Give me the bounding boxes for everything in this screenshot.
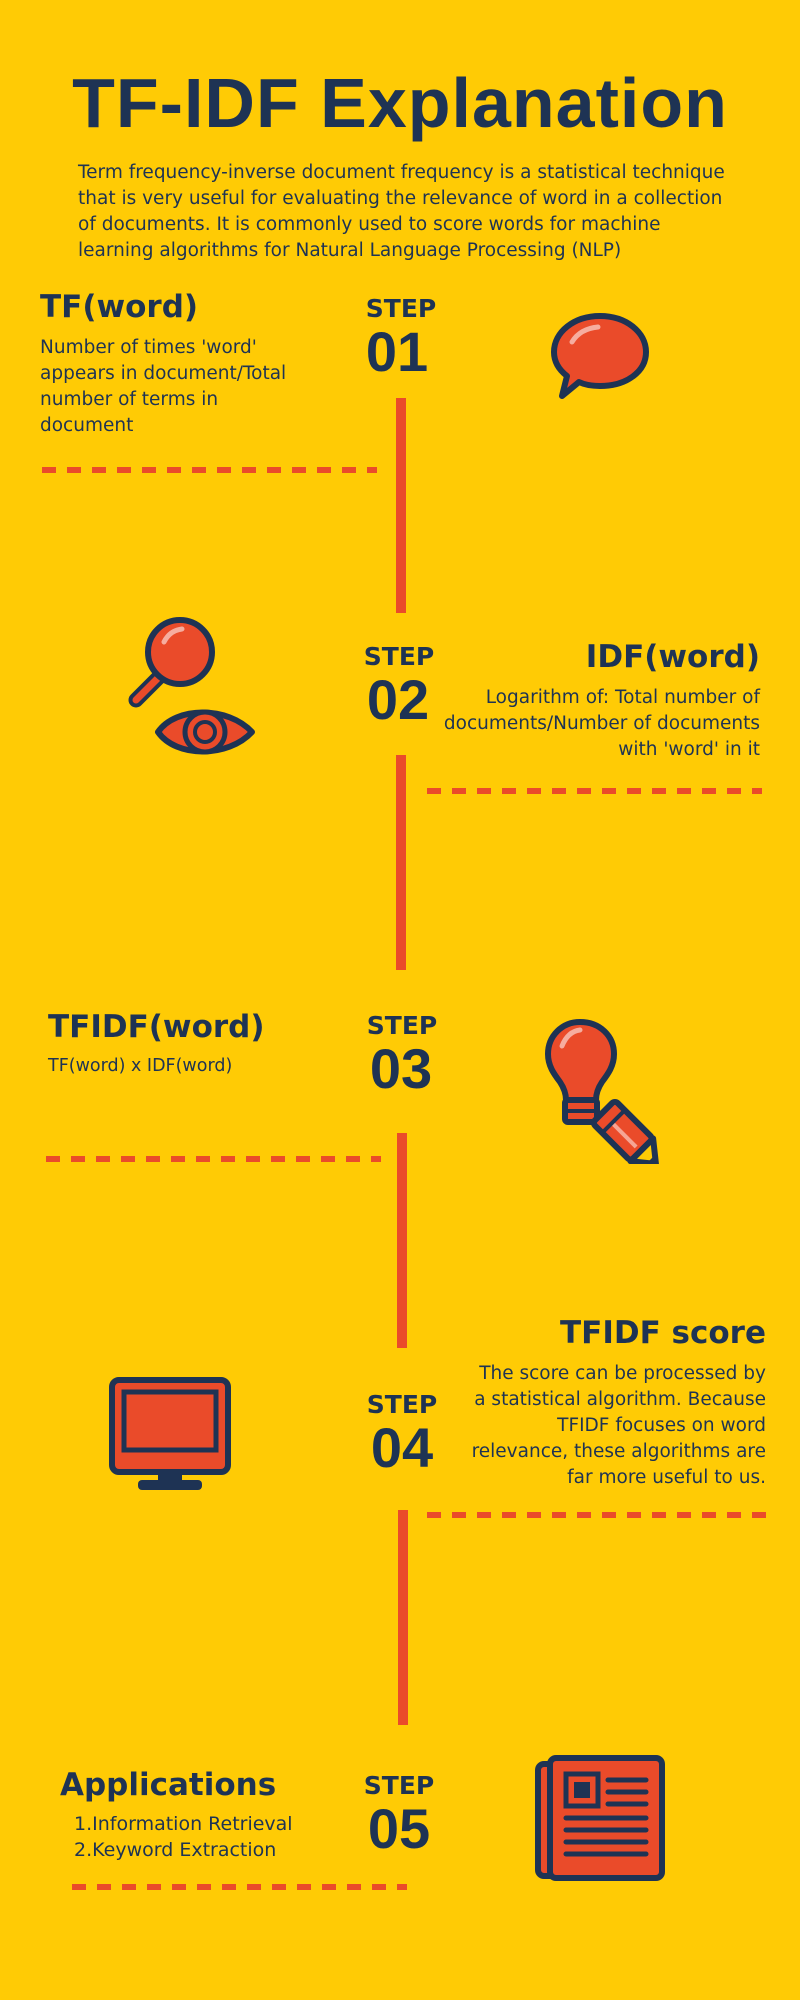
step-02-text: IDF(word) Logarithm of: Total number of …	[440, 642, 760, 763]
timeline-segment-4	[398, 1510, 408, 1725]
step-02-number: 02	[366, 668, 430, 731]
step-01-text: TF(word) Number of times 'word' appears …	[40, 292, 320, 439]
step-05-text: Applications 1.Information Retrieval 2.K…	[60, 1770, 360, 1863]
step-01-number: 01	[365, 320, 429, 383]
timeline-segment-1	[396, 398, 406, 613]
list-item: 1.Information Retrieval	[74, 1813, 293, 1835]
step-03-title: TFIDF(word)	[48, 1009, 265, 1045]
applications-list: 1.Information Retrieval 2.Keyword Extrac…	[60, 1811, 360, 1863]
step-01-title: TF(word)	[40, 289, 199, 325]
timeline-segment-2	[396, 755, 406, 970]
dash-divider-3	[46, 1156, 381, 1162]
speech-bubble-icon	[548, 312, 652, 402]
step-05-number: 05	[367, 1797, 431, 1860]
step-02-label: STEP	[363, 642, 435, 671]
step-04-label: STEP	[366, 1390, 438, 1419]
step-04-body: The score can be processed by a statisti…	[471, 1363, 766, 1488]
step-04-number: 04	[370, 1416, 434, 1479]
monitor-icon	[108, 1376, 232, 1494]
dash-divider-4	[427, 1512, 767, 1518]
intro-text: Term frequency-inverse document frequenc…	[78, 162, 725, 261]
step-04-text: TFIDF score The score can be processed b…	[470, 1318, 766, 1491]
list-item: 2.Keyword Extraction	[74, 1839, 277, 1861]
newspaper-icon	[534, 1754, 666, 1884]
step-05-title: Applications	[60, 1767, 277, 1803]
step-03-label: STEP	[366, 1011, 438, 1040]
step-02-title: IDF(word)	[585, 639, 760, 675]
step-03-text: TFIDF(word) TF(word) x IDF(word)	[48, 1012, 368, 1079]
dash-divider-5	[72, 1884, 407, 1890]
timeline-segment-3	[397, 1133, 407, 1348]
step-05-label: STEP	[363, 1771, 435, 1800]
step-02-body: Logarithm of: Total number of documents/…	[443, 687, 760, 760]
step-04-title: TFIDF score	[560, 1315, 766, 1351]
step-03-number: 03	[369, 1037, 433, 1100]
dash-divider-1	[42, 467, 377, 473]
dash-divider-2	[427, 788, 762, 794]
lightbulb-pencil-icon	[538, 1018, 662, 1164]
step-01-label: STEP	[365, 294, 437, 323]
step-03-body: TF(word) x IDF(word)	[48, 1056, 233, 1076]
page-title: TF-IDF Explanation	[72, 64, 728, 142]
magnifier-eye-icon	[118, 612, 266, 767]
step-01-body: Number of times 'word' appears in docume…	[40, 337, 287, 436]
